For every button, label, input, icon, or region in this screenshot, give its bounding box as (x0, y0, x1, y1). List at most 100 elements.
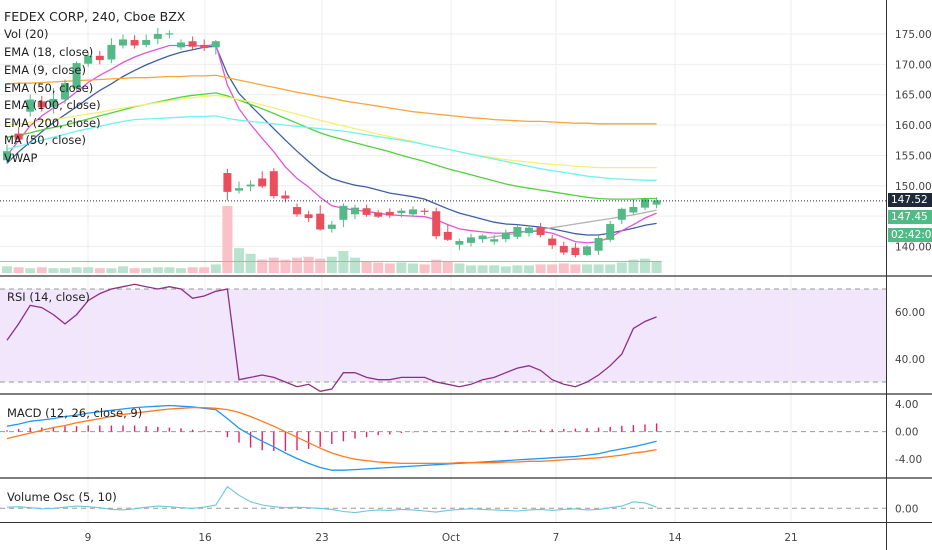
volume-bar (13, 267, 24, 273)
candle-body (409, 209, 417, 215)
legend-ema18[interactable]: EMA (18, close) (4, 45, 94, 59)
candle-body (200, 44, 209, 48)
legend-ema200[interactable]: EMA (200, close) (4, 116, 101, 130)
candle-body (501, 232, 510, 240)
volume-bar (129, 268, 140, 273)
volume-bar (106, 268, 117, 273)
volume-bar (605, 264, 616, 273)
candle-body (119, 39, 127, 46)
volume-bar (593, 264, 604, 273)
candle-body (246, 184, 255, 187)
volume-bar (176, 268, 186, 273)
volume-bar (570, 264, 581, 273)
candle-body (177, 42, 185, 48)
candle-body (490, 239, 499, 242)
countdown-badge: 02:42:01 (888, 228, 932, 242)
candle-body (606, 224, 615, 240)
macd-tick-label: 0.00 (895, 427, 918, 439)
candle-body (14, 133, 23, 140)
candle-body (153, 33, 162, 39)
price-tick-label: 175.00 (895, 29, 932, 41)
volume-bar (152, 267, 163, 273)
volume-bar (326, 256, 337, 273)
legend-ema9[interactable]: EMA (9, close) (4, 63, 86, 77)
candle-body (455, 241, 464, 245)
legend-ema50[interactable]: EMA (50, close) (4, 81, 94, 95)
rsi-pane-title[interactable]: RSI (14, close) (7, 290, 90, 304)
volume-bar (454, 263, 465, 273)
candle-body (293, 207, 301, 215)
rsi-band-fill (0, 288, 886, 383)
candle-body (467, 237, 475, 243)
candle-body (3, 151, 11, 161)
candle-body (443, 231, 452, 240)
ema50-line (6, 92, 657, 200)
candle-body (571, 247, 580, 255)
volume-bar (431, 259, 442, 273)
candle-body (130, 40, 139, 46)
volume-bar (48, 268, 59, 273)
volume-bar (83, 267, 94, 273)
volume-bar (141, 268, 152, 273)
bid-price-badge: 147.45 (888, 210, 932, 224)
candle-body (548, 238, 557, 246)
candle-body (478, 235, 487, 240)
candle-body (536, 227, 545, 235)
candle-body (559, 245, 568, 253)
macd-pane-title[interactable]: MACD (12, 26, close, 9) (7, 406, 143, 420)
candle-body (165, 33, 174, 35)
candle-body (397, 210, 406, 214)
volosc-pane-title[interactable]: Volume Osc (5, 10) (7, 490, 117, 504)
candle-body (652, 200, 661, 205)
volume-bar (187, 267, 198, 273)
volume-bar (118, 266, 128, 273)
ema200-line (6, 74, 657, 125)
volume-bar (361, 261, 372, 273)
volume-bar (396, 262, 407, 273)
macd-tick-label: 4.00 (895, 399, 918, 411)
volume-bar (164, 267, 175, 273)
volume-bar (350, 257, 360, 273)
ma50-line (6, 115, 657, 181)
volume-bar (71, 267, 82, 273)
volume-osc-line (6, 485, 657, 514)
legend-vwap[interactable]: VWAP (4, 151, 38, 165)
candle-body (327, 224, 336, 229)
volume-bar (222, 206, 233, 273)
time-tick-label: 14 (668, 532, 682, 544)
candle-body (339, 205, 348, 220)
volume-bar (500, 266, 511, 273)
candle-body (269, 171, 278, 197)
volume-bar (547, 264, 558, 273)
legend-vol[interactable]: Vol (20) (4, 27, 49, 41)
volume-bar (419, 264, 430, 273)
volosc-tick-label: 0.00 (895, 503, 918, 515)
volume-bar (384, 263, 395, 273)
legend-ema100[interactable]: EMA (100, close) (4, 98, 101, 112)
time-tick-label: 16 (198, 532, 212, 544)
volume-bar (512, 265, 523, 273)
volume-bar (558, 263, 569, 273)
candle-body (26, 99, 35, 112)
candle-body (362, 208, 371, 215)
price-tick-label: 140.00 (895, 241, 932, 253)
volume-bar (2, 266, 12, 273)
volume-bar (268, 257, 279, 273)
candle-body (351, 207, 359, 215)
legend-ma50[interactable]: MA (50, close) (4, 133, 86, 147)
rsi-tick-label: 60.00 (895, 307, 925, 319)
macd-tick-label: -4.00 (895, 454, 922, 466)
volume-bar (442, 261, 453, 273)
rsi-tick-label: 40.00 (895, 354, 925, 366)
volume-bar (245, 253, 256, 273)
candle-body (374, 212, 383, 217)
volume-bar (640, 258, 650, 273)
volume-bar (628, 259, 639, 273)
volume-bar (60, 268, 70, 273)
volume-bar (466, 265, 476, 273)
candle-body (72, 63, 81, 89)
volume-bar (315, 258, 326, 273)
time-tick-label: 9 (85, 532, 92, 544)
